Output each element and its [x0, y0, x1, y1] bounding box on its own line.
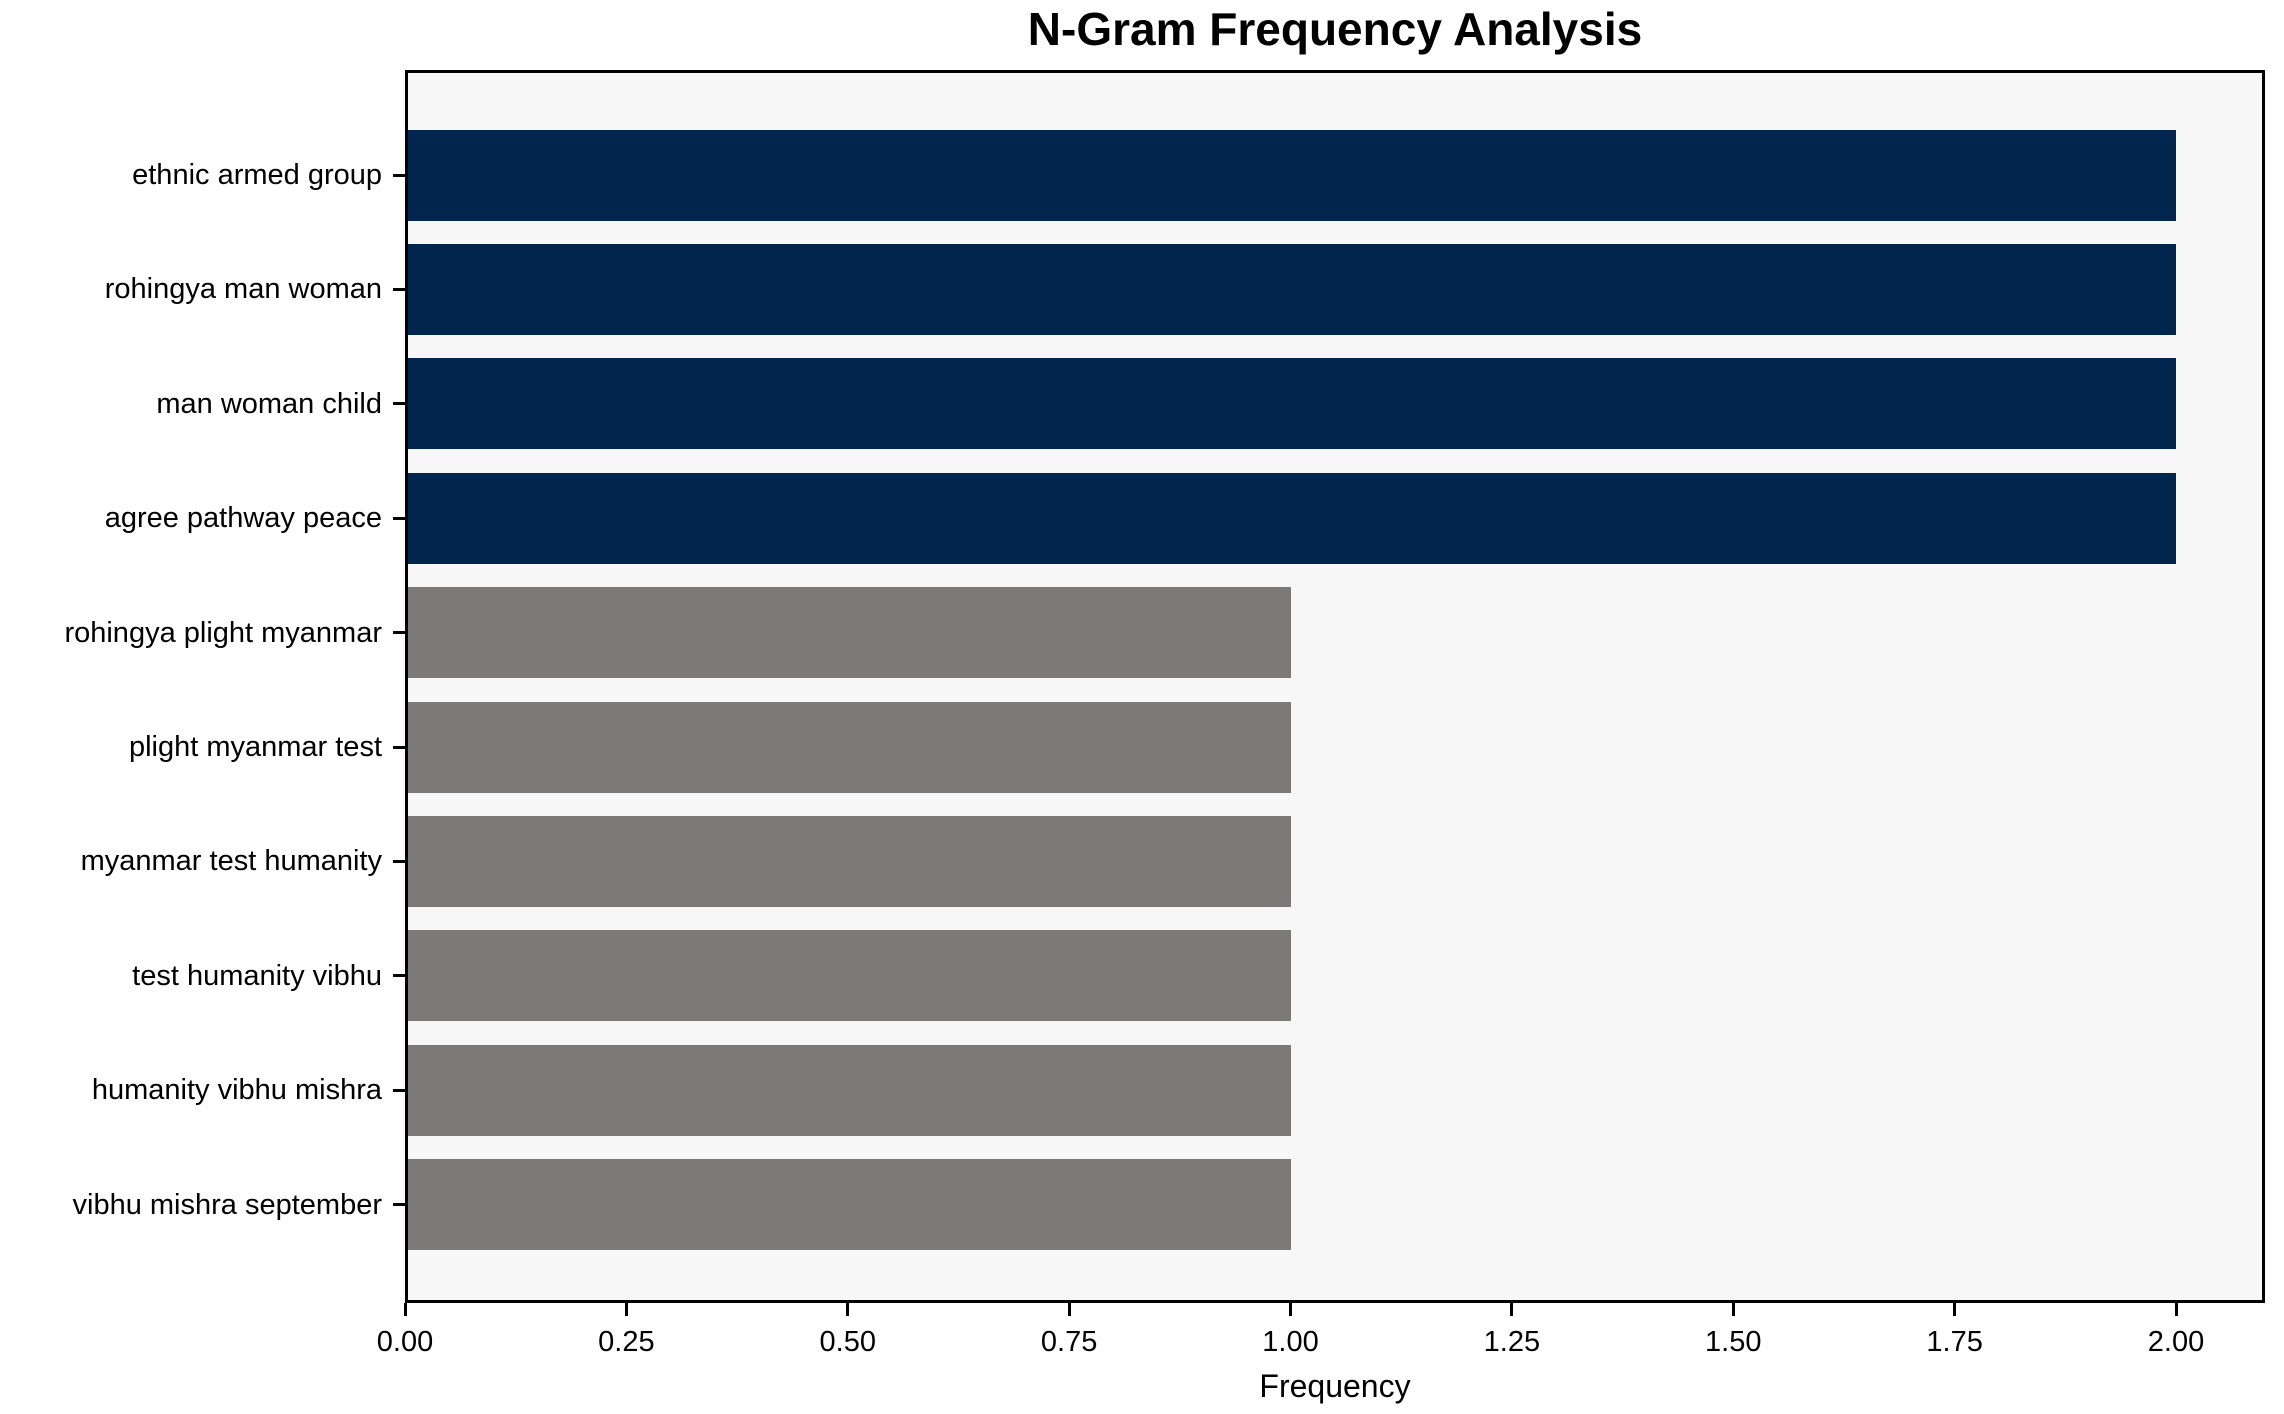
y-tick-mark: [393, 1203, 405, 1207]
bar-ethnic-armed-group: [405, 129, 2176, 221]
bar-rohingya-man-woman: [405, 243, 2176, 335]
x-tick-mark: [1067, 1303, 1071, 1316]
bar-myanmar-test-humanity: [405, 815, 1291, 907]
bar-test-humanity-vibhu: [405, 930, 1291, 1022]
x-tick-label: 1.25: [1483, 1326, 1541, 1358]
chart-title: N-Gram Frequency Analysis: [1027, 3, 1643, 55]
y-tick-mark: [393, 631, 405, 635]
y-tick-label: humanity vibhu mishra: [91, 1074, 382, 1107]
y-tick-label: plight myanmar test: [128, 731, 382, 763]
y-tick-mark: [393, 173, 405, 177]
x-tick-mark: [1510, 1303, 1514, 1316]
bar-plight-myanmar-test: [405, 701, 1291, 793]
x-tick-label: 1.75: [1926, 1326, 1983, 1358]
y-tick-mark: [393, 745, 405, 749]
bar-agree-pathway-peace: [405, 472, 2176, 564]
x-tick-label: 0.00: [376, 1326, 434, 1358]
x-tick-mark: [2174, 1303, 2178, 1316]
y-tick-mark: [393, 516, 405, 520]
x-tick-mark: [846, 1303, 850, 1316]
plot-area: [405, 70, 2265, 1303]
y-tick-label: man woman child: [156, 387, 382, 420]
bar-man-woman-child: [405, 358, 2176, 450]
x-tick-mark: [1953, 1303, 1957, 1316]
y-tick-label: myanmar test humanity: [80, 845, 382, 878]
y-tick-label: rohingya plight myanmar: [64, 616, 382, 649]
y-tick-label: agree pathway peace: [104, 502, 382, 535]
x-tick-label: 1.00: [1262, 1326, 1319, 1358]
y-tick-label: rohingya man woman: [104, 273, 382, 306]
x-tick-label: 1.50: [1705, 1326, 1762, 1358]
x-tick-mark: [1289, 1303, 1292, 1316]
x-tick-label: 0.50: [819, 1326, 876, 1358]
y-tick-mark: [393, 1088, 405, 1092]
y-tick-mark: [393, 974, 405, 978]
y-tick-label: test humanity vibhu: [132, 959, 382, 992]
bar-vibhu-mishra-september: [405, 1159, 1291, 1251]
x-tick-mark: [403, 1303, 407, 1316]
bar-rohingya-plight-myanmar: [405, 587, 1291, 679]
y-tick-mark: [393, 859, 405, 863]
x-tick-label: 2.00: [2147, 1326, 2205, 1358]
x-tick-mark: [624, 1303, 628, 1316]
bar-humanity-vibhu-mishra: [405, 1044, 1291, 1136]
x-tick-label: 0.25: [598, 1326, 655, 1358]
x-tick-mark: [1731, 1303, 1735, 1316]
y-tick-mark: [393, 402, 405, 406]
y-tick-label: ethnic armed group: [132, 159, 382, 191]
x-axis-label: Frequency: [1259, 1368, 1411, 1404]
y-tick-mark: [393, 287, 405, 291]
x-tick-label: 0.75: [1040, 1326, 1098, 1358]
y-tick-label: vibhu mishra september: [72, 1188, 382, 1221]
